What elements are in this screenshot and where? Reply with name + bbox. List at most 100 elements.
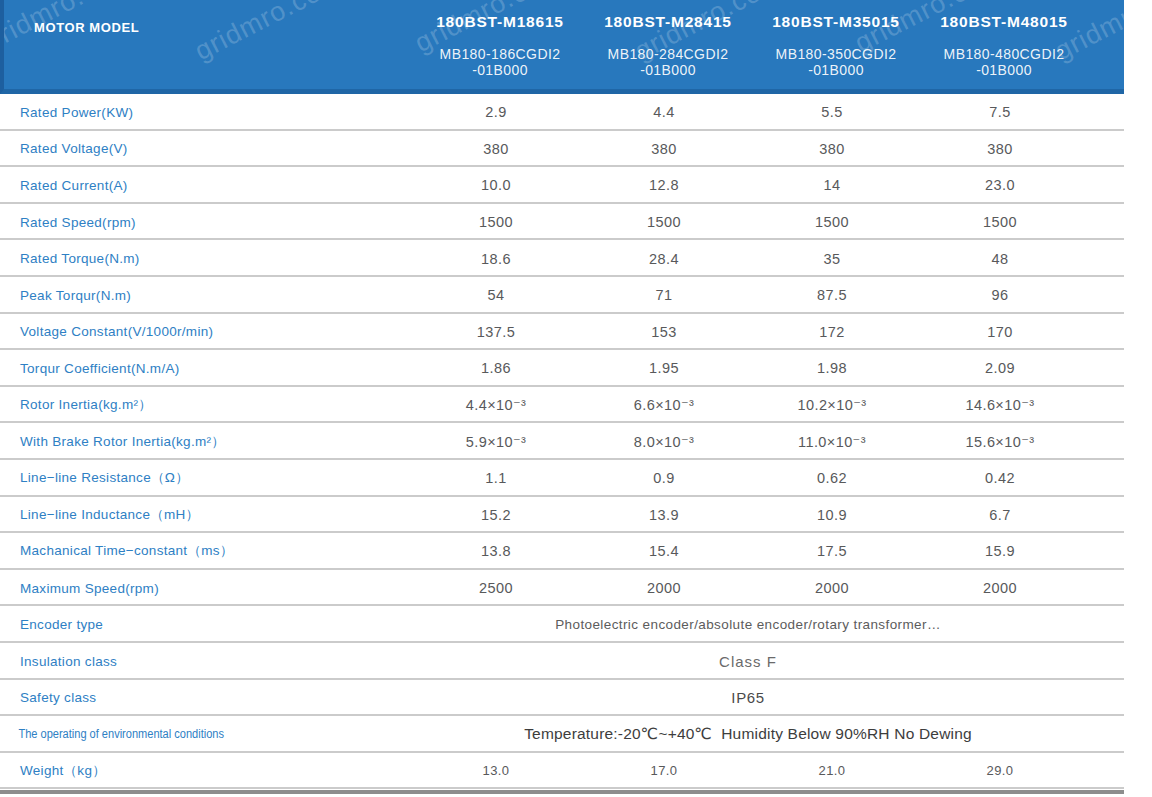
cell-value: 12.8 (580, 167, 748, 204)
cell-value: 17.5 (748, 533, 916, 570)
table-row: Encoder typePhotoelectric encoder/absolu… (0, 606, 1152, 643)
model-code-line2: -01B000 (808, 62, 864, 78)
cell-value: 6.6×10⁻³ (580, 387, 748, 424)
spec-table-body: Rated Power(KW)2.94.45.57.5Rated Voltage… (0, 94, 1152, 789)
cell-value: 87.5 (748, 277, 916, 314)
model-column-header: 180BST-M35015 MB180-350CGDI2-01B000 (752, 0, 920, 89)
cell-value: 170 (916, 314, 1084, 351)
row-label: Rated Voltage(V) (0, 131, 412, 168)
model-code-line1: MB180-186CGDI2 (440, 46, 561, 62)
row-label: Rated Current(A) (0, 167, 412, 204)
bottom-divider-bar (0, 790, 1124, 794)
model-code-line2: -01B000 (640, 62, 696, 78)
cell-span-value: IP65 (412, 680, 1084, 717)
cell-span-value: Temperature:-20℃~+40℃ Humidity Below 90%… (412, 716, 1084, 753)
cell-value: 23.0 (916, 167, 1084, 204)
model-code-line1: MB180-284CGDI2 (608, 46, 729, 62)
cell-value: 48 (916, 240, 1084, 277)
row-label: Safety class (0, 680, 412, 717)
cell-value: 28.4 (580, 240, 748, 277)
table-row: Line−line Inductance（mH）15.213.910.96.7 (0, 497, 1152, 534)
cell-value: 2000 (580, 570, 748, 607)
table-row: Torqur Coefficient(N.m/A)1.861.951.982.0… (0, 350, 1152, 387)
motor-model-header-label: MOTOR MODEL (4, 0, 416, 89)
table-row: Voltage Constant(V/1000r/min)137.5153172… (0, 314, 1152, 351)
model-code-line2: -01B000 (976, 62, 1032, 78)
cell-value: 380 (916, 131, 1084, 168)
model-name: 180BST-M18615 (436, 13, 564, 31)
cell-value: 4.4×10⁻³ (412, 387, 580, 424)
model-name: 180BST-M28415 (604, 13, 732, 31)
table-row: Maximum Speed(rpm)2500200020002000 (0, 570, 1152, 607)
table-row: Peak Torqur(N.m)547187.596 (0, 277, 1152, 314)
table-row: Rated Power(KW)2.94.45.57.5 (0, 94, 1152, 131)
cell-value: 7.5 (916, 94, 1084, 131)
row-label: Voltage Constant(V/1000r/min) (0, 314, 412, 351)
cell-value: 6.7 (916, 497, 1084, 534)
cell-value: 10.0 (412, 167, 580, 204)
row-label: Insulation class (0, 643, 412, 680)
model-column-header: 180BST-M18615 MB180-186CGDI2-01B000 (416, 0, 584, 89)
cell-value: 11.0×10⁻³ (748, 423, 916, 460)
row-label: Rotor Inertia(kg.m²） (0, 387, 412, 424)
cell-value: 71 (580, 277, 748, 314)
table-row: With Brake Rotor Inertia(kg.m²）5.9×10⁻³8… (0, 423, 1152, 460)
cell-value: 1500 (916, 204, 1084, 241)
cell-value: 21.0 (748, 753, 916, 790)
cell-value: 54 (412, 277, 580, 314)
row-label: Maximum Speed(rpm) (0, 570, 412, 607)
cell-value: 1500 (748, 204, 916, 241)
cell-value: 1.86 (412, 350, 580, 387)
row-label: Machanical Time−constant（ms） (0, 533, 412, 570)
row-label: With Brake Rotor Inertia(kg.m²） (0, 423, 412, 460)
cell-value: 14 (748, 167, 916, 204)
table-row: Rated Speed(rpm)1500150015001500 (0, 204, 1152, 241)
cell-value: 2000 (748, 570, 916, 607)
cell-value: 18.6 (412, 240, 580, 277)
row-label: Rated Speed(rpm) (0, 204, 412, 241)
cell-span-value: Class F (412, 643, 1084, 680)
cell-value: 15.6×10⁻³ (916, 423, 1084, 460)
cell-value: 15.2 (412, 497, 580, 534)
row-label: Rated Torque(N.m) (0, 240, 412, 277)
table-row: Insulation classClass F (0, 643, 1152, 680)
row-label: Line−line Resistance（Ω） (0, 460, 412, 497)
cell-value: 380 (748, 131, 916, 168)
table-row: Weight（kg）13.017.021.029.0 (0, 753, 1152, 790)
model-name: 180BST-M48015 (940, 13, 1068, 31)
table-header: MOTOR MODEL 180BST-M18615MB180-186CGDI2-… (0, 0, 1124, 94)
cell-value: 153 (580, 314, 748, 351)
cell-value: 0.42 (916, 460, 1084, 497)
cell-value: 5.5 (748, 94, 916, 131)
cell-value: 17.0 (580, 753, 748, 790)
cell-value: 35 (748, 240, 916, 277)
row-label: The operating of environmental condition… (0, 716, 379, 753)
cell-value: 96 (916, 277, 1084, 314)
row-label: Torqur Coefficient(N.m/A) (0, 350, 412, 387)
model-column-header: 180BST-M28415 MB180-284CGDI2-01B000 (584, 0, 752, 89)
cell-value: 380 (412, 131, 580, 168)
model-code-line1: MB180-350CGDI2 (776, 46, 897, 62)
cell-value: 8.0×10⁻³ (580, 423, 748, 460)
table-row: Rated Torque(N.m)18.628.43548 (0, 240, 1152, 277)
cell-value: 29.0 (916, 753, 1084, 790)
row-label: Encoder type (0, 606, 412, 643)
cell-value: 1500 (580, 204, 748, 241)
cell-value: 0.62 (748, 460, 916, 497)
cell-value: 10.2×10⁻³ (748, 387, 916, 424)
cell-value: 172 (748, 314, 916, 351)
cell-value: 2.9 (412, 94, 580, 131)
cell-value: 1.95 (580, 350, 748, 387)
table-row: Rotor Inertia(kg.m²）4.4×10⁻³6.6×10⁻³10.2… (0, 387, 1152, 424)
model-code-line1: MB180-480CGDI2 (944, 46, 1065, 62)
cell-value: 1500 (412, 204, 580, 241)
table-row: Rated Voltage(V)380380380380 (0, 131, 1152, 168)
cell-value: 1.1 (412, 460, 580, 497)
model-code-line2: -01B000 (472, 62, 528, 78)
cell-value: 0.9 (580, 460, 748, 497)
row-label: Peak Torqur(N.m) (0, 277, 412, 314)
model-name: 180BST-M35015 (772, 13, 900, 31)
cell-value: 15.9 (916, 533, 1084, 570)
cell-value: 13.0 (412, 753, 580, 790)
cell-value: 5.9×10⁻³ (412, 423, 580, 460)
